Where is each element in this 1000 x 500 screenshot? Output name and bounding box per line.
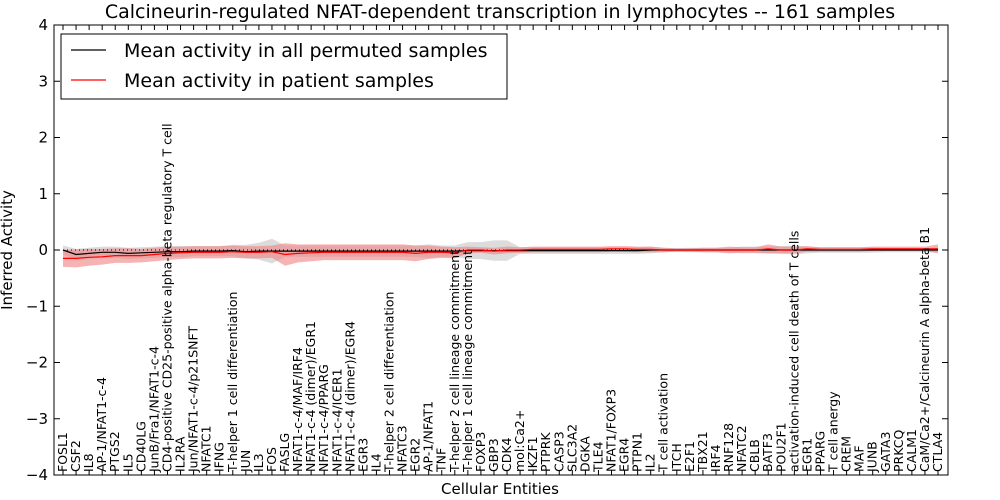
x-category-label: IL4 [368, 453, 383, 472]
x-category-label: CDK4 [499, 437, 514, 472]
legend-label-patient: Mean activity in patient samples [124, 70, 434, 92]
x-category-label: IFNG [212, 442, 227, 472]
series-line-1 [63, 248, 938, 259]
x-category-label: NFAT1-c-4/MAF/IRF4 [290, 347, 305, 472]
x-category-label: T-helper 2 cell differentiation [382, 292, 397, 473]
x-category-label: CaM/Ca2+/Calcineurin A alpha-beta B1 [917, 227, 932, 472]
x-category-label: TLE4 [590, 442, 605, 473]
x-category-label: NFAT1-c-4/ICER1 [329, 368, 344, 472]
x-category-label: FOXP3 [473, 432, 488, 472]
x-category-label: EGR2 [408, 438, 423, 472]
x-category-label: CD40LG [133, 421, 148, 472]
y-axis-label: Inferred Activity [0, 190, 16, 310]
legend-frame [60, 33, 508, 100]
plot-area: −4−3−2−101234FOSL1CSF2IL8AP-1/NFAT1-c-4P… [26, 16, 949, 484]
y-tick-label: 2 [38, 129, 48, 147]
x-category-label: T cell activation [656, 373, 671, 473]
x-category-label: JUN [238, 450, 253, 473]
x-category-label: RNF128 [721, 423, 736, 472]
x-category-label: T cell anergy [826, 391, 841, 473]
x-category-label: NFAT1/FOXP3 [604, 389, 619, 472]
x-category-label: BATF3 [760, 433, 775, 472]
x-category-label: IL3 [251, 453, 266, 472]
legend-label-permuted: Mean activity in all permuted samples [124, 40, 487, 62]
x-category-label: PTPN1 [630, 432, 645, 472]
y-tick-label: −2 [26, 354, 48, 372]
x-category-label: T-helper 1 cell differentiation [225, 292, 240, 473]
x-category-label: TBX21 [695, 431, 710, 473]
x-category-label: IRF4 [708, 444, 723, 472]
x-category-label: EGR3 [355, 438, 370, 472]
x-category-label: IL8 [81, 453, 96, 472]
x-category-label: FOS [264, 447, 279, 472]
x-category-label: DGKA [577, 436, 592, 472]
x-category-label: EGR1 [799, 438, 814, 472]
y-tick-label: 1 [38, 185, 48, 203]
x-category-label: NFATC3 [395, 425, 410, 472]
x-category-label: TNF [434, 448, 449, 473]
y-tick-label: 4 [38, 16, 48, 34]
x-category-label: PTPRK [538, 432, 553, 472]
x-axis-label: Cellular Entities [441, 480, 559, 498]
x-category-label: NFAT1-c-4 (dimer)/EGR4 [342, 321, 357, 472]
x-category-label: NFATC1 [199, 425, 214, 472]
y-tick-label: −3 [26, 410, 48, 428]
legend: Mean activity in all permuted samples Me… [60, 33, 508, 100]
x-category-label: AP-1/NFAT1-c-4 [94, 377, 109, 472]
x-category-label: NFAT1-c-4/PPARG [316, 364, 331, 472]
x-category-label: GATA3 [878, 432, 893, 472]
x-category-label: JUNB [865, 441, 880, 473]
x-category-label: mol:Ca2+ [512, 410, 527, 472]
x-category-label: CBLB [747, 439, 762, 472]
x-category-label: PTGS2 [107, 431, 122, 472]
x-category-label: CSF2 [68, 440, 83, 472]
x-category-label: IL5 [120, 453, 135, 472]
y-tick-label: 0 [38, 241, 48, 259]
x-category-label: T-helper 2 cell lineage commitment [447, 250, 462, 473]
x-category-label: Jun/NFAT1-c-4/p21SNFT [186, 326, 201, 473]
x-category-label: PRKCQ [891, 430, 906, 472]
x-category-label: ITCH [669, 443, 684, 472]
x-category-label: T-helper 1 cell lineage commitment [460, 250, 475, 473]
x-category-label: SLC3A2 [564, 424, 579, 472]
series-band-1 [63, 243, 938, 268]
x-category-label: MAF [852, 445, 867, 472]
x-category-label: E2F1 [682, 441, 697, 472]
x-category-label: PPARG [813, 431, 828, 472]
x-category-label: CREM [839, 436, 854, 472]
x-category-label: NFAT1-c-4 (dimer)/EGR1 [303, 321, 318, 472]
x-category-label: CASP3 [551, 431, 566, 472]
x-category-label: EGR4 [617, 438, 632, 472]
x-category-label: NFATC2 [734, 425, 749, 472]
chart-title: Calcineurin-regulated NFAT-dependent tra… [105, 1, 895, 23]
x-category-label: GBP3 [486, 438, 501, 472]
x-category-label: FOSL1 [55, 432, 70, 472]
x-category-label: CTLA4 [930, 432, 945, 472]
y-tick-label: −1 [26, 297, 48, 315]
x-category-label: POU2F1 [773, 422, 788, 472]
x-category-label: CD4-positive CD25-positive alpha-beta re… [160, 123, 175, 472]
y-tick-label: 3 [38, 72, 48, 90]
x-category-label: IL2RA [173, 436, 188, 472]
x-category-label: JunB/Fra1/NFAT1-c-4 [146, 346, 161, 473]
x-category-label: IL2 [643, 453, 658, 472]
x-category-label: FASLG [277, 433, 292, 472]
x-category-label: CALM1 [904, 429, 919, 472]
x-category-label: AP-1/NFAT1 [421, 401, 436, 472]
y-tick-label: −4 [26, 466, 48, 484]
x-category-label: IKZF1 [525, 436, 540, 472]
x-category-label: activation-induced cell death of T cells [786, 231, 801, 472]
